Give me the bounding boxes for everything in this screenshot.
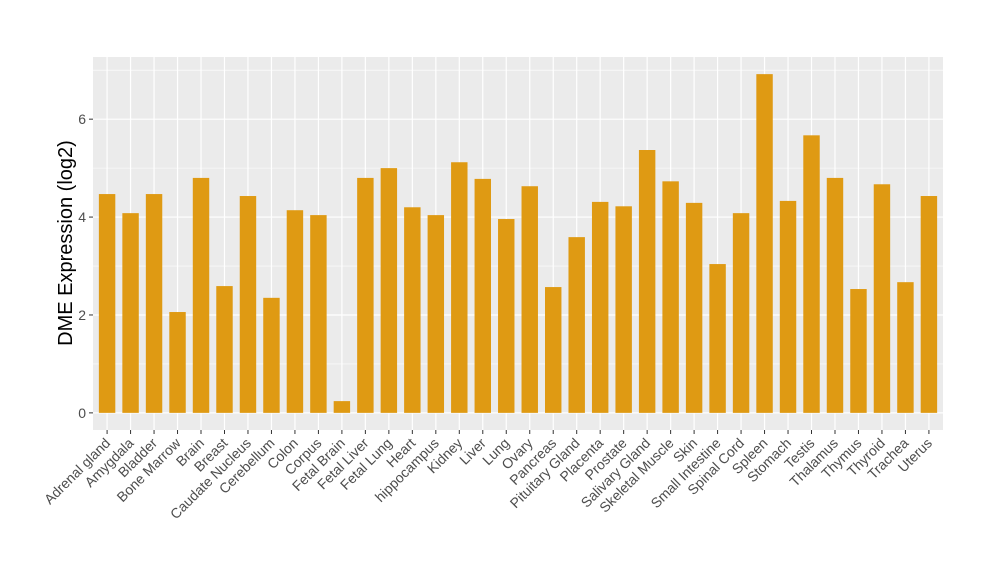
bar-fetal-lung — [380, 168, 398, 413]
y-tick-label: 2 — [78, 307, 86, 323]
bar-amygdala — [122, 213, 139, 413]
bar-liver — [474, 178, 491, 413]
y-tick-label: 6 — [78, 111, 86, 127]
bar-kidney — [451, 162, 468, 413]
bar-skin — [685, 202, 703, 413]
bar-pancreas — [545, 287, 562, 413]
bar-fetal-liver — [357, 177, 374, 413]
y-axis-label: DME Expression (log2) — [55, 140, 77, 346]
bar-adrenal-gland — [98, 194, 116, 413]
bar-thymus — [850, 289, 867, 413]
bar-corpus — [310, 215, 327, 413]
bar-thalamus — [826, 177, 844, 413]
bar-bone-marrow — [169, 312, 186, 413]
bar-bladder — [145, 194, 163, 413]
bar-pituitary-gland — [568, 237, 585, 413]
bar-testis — [803, 135, 820, 413]
bar-trachea — [897, 282, 914, 413]
bar-small-intestine — [709, 264, 726, 413]
bar-lung — [498, 219, 515, 413]
bar-placenta — [591, 201, 609, 413]
bar-spinal-cord — [732, 213, 750, 413]
bar-thyroid — [873, 184, 891, 413]
bar-caudate-nucleus — [239, 196, 257, 413]
bar-colon — [286, 210, 304, 413]
y-tick-label: 0 — [78, 405, 86, 421]
bar-salivary-gland — [638, 150, 656, 413]
bar-heart — [404, 207, 421, 413]
bar-stomach — [779, 200, 797, 413]
bar-brain — [192, 177, 210, 413]
bar-uterus — [920, 196, 938, 413]
bar-hippocampus — [427, 215, 445, 413]
bar-breast — [216, 286, 233, 413]
bar-spleen — [756, 74, 773, 413]
bar-skeletal-muscle — [662, 181, 679, 413]
bar-fetal-brain — [333, 401, 351, 413]
bar-prostate — [615, 206, 632, 413]
y-tick-label: 4 — [78, 209, 86, 225]
bar-cerebellum — [263, 297, 280, 413]
bar-ovary — [521, 186, 538, 413]
